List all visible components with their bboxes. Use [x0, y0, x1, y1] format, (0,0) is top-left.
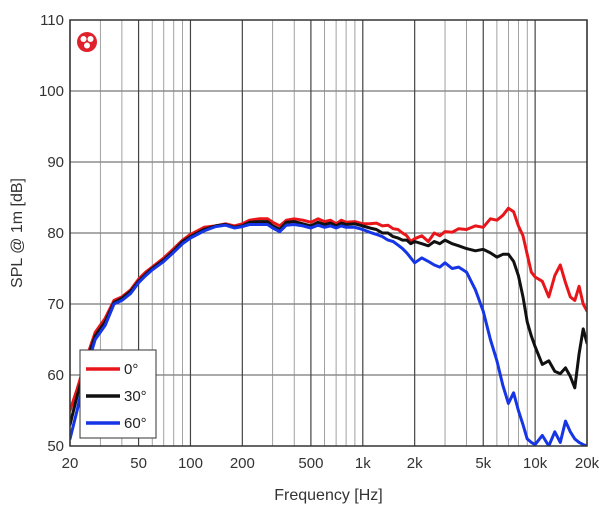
y-tick-label: 100 — [39, 83, 64, 100]
y-tick-label: 50 — [47, 438, 64, 455]
legend-label-0: 0° — [124, 361, 138, 378]
y-axis-ticks: 50 60 70 80 90 100 110 — [39, 12, 64, 455]
y-tick-label: 90 — [47, 154, 64, 171]
y-tick-label: 110 — [40, 12, 64, 29]
x-tick-label: 20 — [62, 455, 79, 472]
x-tick-label: 20k — [575, 455, 599, 472]
x-tick-label: 5k — [475, 455, 491, 472]
legend: 0° 30° 60° — [79, 349, 157, 439]
x-tick-label: 100 — [178, 455, 203, 472]
x-axis-title: Frequency [Hz] — [274, 487, 382, 504]
y-tick-label: 80 — [47, 225, 64, 242]
x-tick-label: 1k — [355, 455, 371, 472]
y-tick-label: 70 — [47, 296, 64, 313]
plot-frame — [69, 19, 588, 447]
x-tick-label: 2k — [407, 455, 423, 472]
series-line-2 — [70, 223, 587, 446]
legend-label-1: 30° — [124, 388, 147, 405]
x-tick-label: 200 — [230, 455, 255, 472]
x-axis-ticks: 20 50 100 200 500 1k 2k 5k 10k 20k — [62, 455, 599, 472]
y-axis-title: SPL @ 1m [dB] — [9, 178, 26, 288]
response-curves — [70, 206, 587, 446]
y-tick-label: 60 — [47, 367, 64, 384]
legend-label-2: 60° — [124, 415, 147, 432]
x-tick-label: 50 — [130, 455, 147, 472]
x-tick-label: 10k — [523, 455, 548, 472]
x-tick-label: 500 — [298, 455, 323, 472]
brand-badge-icon — [77, 32, 97, 52]
